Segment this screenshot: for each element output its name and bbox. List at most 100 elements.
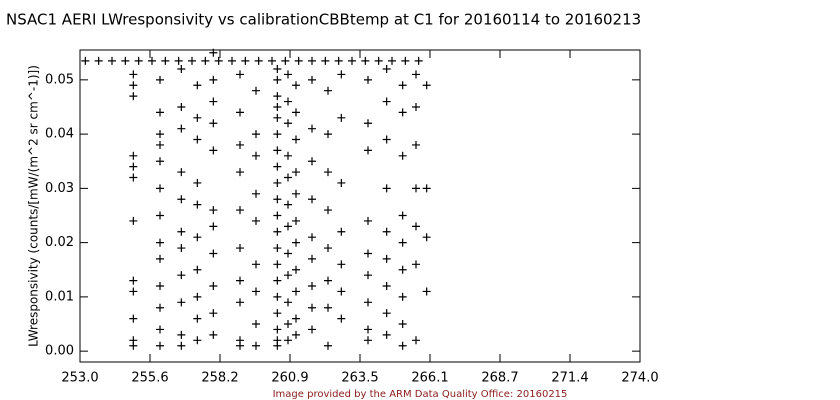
point	[94, 56, 103, 65]
point	[273, 244, 282, 253]
plot-frame	[79, 49, 641, 363]
point	[209, 48, 218, 57]
point	[156, 140, 164, 149]
point	[193, 314, 202, 323]
point	[324, 244, 332, 253]
point	[268, 56, 276, 65]
point	[273, 276, 282, 285]
point	[209, 75, 218, 84]
point	[308, 195, 316, 204]
point	[209, 119, 218, 128]
point	[273, 75, 282, 84]
point	[412, 222, 420, 231]
point	[177, 124, 186, 133]
point	[382, 97, 391, 106]
point	[382, 64, 391, 73]
point	[148, 56, 156, 65]
point	[324, 130, 332, 139]
point	[201, 56, 210, 65]
point	[337, 287, 346, 296]
point	[129, 287, 138, 296]
point	[209, 282, 218, 291]
y-tick-label: 0.05	[45, 72, 74, 87]
point	[241, 56, 250, 65]
point	[134, 56, 143, 65]
point	[236, 168, 244, 177]
point	[236, 108, 244, 117]
point	[308, 303, 316, 312]
point	[193, 135, 202, 144]
point	[273, 113, 282, 122]
x-tick-label: 260.9	[271, 371, 308, 386]
point	[284, 298, 292, 307]
point	[284, 222, 292, 231]
point	[236, 341, 244, 350]
point	[252, 341, 260, 350]
point	[412, 260, 420, 269]
point	[422, 233, 431, 242]
point	[193, 336, 202, 345]
y-tick-label: 0.02	[45, 235, 74, 250]
point	[129, 92, 138, 101]
point	[209, 97, 218, 106]
point	[292, 168, 300, 177]
point	[129, 162, 138, 171]
point	[177, 64, 186, 73]
point	[174, 56, 183, 65]
point	[156, 75, 164, 84]
point	[273, 178, 282, 187]
point	[382, 330, 391, 339]
point	[156, 108, 164, 117]
point	[252, 86, 260, 95]
point	[273, 309, 282, 318]
point	[156, 184, 164, 193]
point	[398, 151, 407, 160]
point	[273, 92, 282, 101]
point	[156, 157, 164, 166]
point	[382, 282, 391, 291]
point	[334, 56, 343, 65]
point	[308, 325, 316, 334]
point	[337, 70, 346, 79]
point	[193, 113, 202, 122]
point	[209, 249, 218, 258]
point	[252, 260, 260, 269]
point	[252, 216, 260, 225]
y-tick-label: 0.01	[45, 289, 74, 304]
point	[177, 341, 186, 350]
point	[177, 244, 186, 253]
point	[324, 276, 332, 285]
point	[177, 227, 186, 236]
point	[236, 244, 244, 253]
point	[348, 56, 356, 65]
point	[292, 265, 300, 274]
point	[292, 81, 300, 90]
point	[398, 292, 407, 301]
point	[364, 271, 372, 280]
point	[193, 178, 202, 187]
point	[129, 70, 138, 79]
point	[324, 86, 332, 95]
point	[177, 330, 186, 339]
point	[252, 320, 260, 329]
point	[292, 189, 300, 198]
point	[294, 56, 303, 65]
point	[308, 233, 316, 242]
point	[273, 325, 282, 334]
x-tick-label: 255.6	[131, 371, 168, 386]
point	[252, 151, 260, 160]
point	[129, 276, 138, 285]
point	[156, 238, 164, 247]
point	[177, 271, 186, 280]
point	[422, 287, 431, 296]
point	[284, 271, 292, 280]
point	[337, 227, 346, 236]
point	[361, 56, 370, 65]
point	[129, 216, 138, 225]
y-tick-label: 0.03	[45, 181, 74, 196]
point	[284, 151, 292, 160]
point	[284, 200, 292, 209]
y-tick-label: 0.04	[45, 127, 74, 142]
